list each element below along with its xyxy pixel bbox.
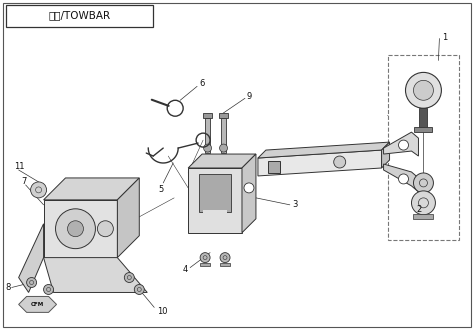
Bar [199, 174, 231, 212]
Circle shape [124, 273, 134, 282]
Text: 拖挂/TOWBAR: 拖挂/TOWBAR [48, 11, 110, 21]
Polygon shape [118, 178, 139, 258]
Polygon shape [44, 178, 139, 200]
Circle shape [220, 253, 230, 263]
Circle shape [413, 81, 433, 100]
Bar [419, 108, 428, 130]
Circle shape [55, 209, 95, 248]
Bar [203, 113, 212, 118]
Polygon shape [44, 258, 147, 292]
Text: 3: 3 [292, 200, 297, 209]
Polygon shape [44, 200, 118, 258]
Text: CFM: CFM [31, 302, 44, 307]
Circle shape [31, 182, 46, 198]
Bar [268, 161, 280, 173]
Bar [414, 127, 432, 132]
Bar [205, 118, 210, 153]
Text: 7: 7 [22, 178, 27, 186]
Polygon shape [188, 154, 256, 168]
Polygon shape [258, 150, 382, 176]
Polygon shape [383, 164, 419, 192]
Circle shape [204, 144, 211, 152]
Bar [203, 210, 227, 225]
Polygon shape [18, 296, 56, 313]
Circle shape [98, 221, 113, 237]
Text: 4: 4 [182, 265, 187, 274]
Bar [220, 263, 230, 266]
Text: 11: 11 [14, 162, 24, 172]
Bar [388, 55, 459, 240]
Bar [6, 5, 153, 27]
Text: 9: 9 [247, 92, 252, 101]
Text: 2: 2 [417, 205, 422, 214]
Circle shape [134, 284, 144, 294]
Circle shape [405, 72, 441, 108]
Circle shape [219, 144, 228, 152]
Circle shape [44, 284, 54, 294]
Polygon shape [258, 142, 390, 158]
Polygon shape [382, 142, 390, 168]
Circle shape [411, 191, 436, 215]
Circle shape [399, 140, 409, 150]
Bar [413, 214, 433, 219]
Bar [221, 118, 226, 153]
Text: 5: 5 [158, 185, 164, 194]
Circle shape [200, 253, 210, 263]
Bar [219, 113, 228, 118]
Polygon shape [188, 168, 242, 233]
Text: 8: 8 [6, 283, 11, 292]
Text: 6: 6 [199, 79, 204, 88]
Circle shape [413, 173, 433, 193]
Circle shape [27, 278, 36, 287]
Text: 1: 1 [442, 33, 447, 42]
Circle shape [244, 183, 254, 193]
Circle shape [67, 221, 83, 237]
Circle shape [399, 174, 409, 184]
Circle shape [334, 156, 346, 168]
Polygon shape [18, 224, 44, 292]
Polygon shape [242, 154, 256, 233]
Text: 10: 10 [157, 307, 168, 316]
Bar [200, 263, 210, 266]
Polygon shape [383, 132, 419, 156]
